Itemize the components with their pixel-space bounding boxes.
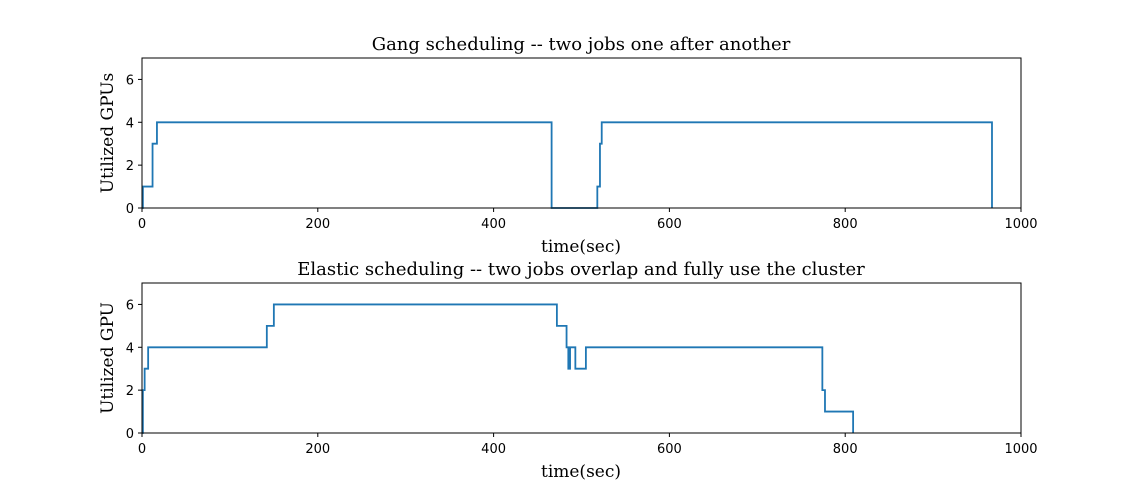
x-tick-label: 200: [305, 442, 330, 457]
x-axis-label: time(sec): [541, 462, 621, 482]
y-tick-label: 0: [126, 427, 134, 442]
x-tick-label: 200: [305, 217, 330, 232]
x-tick-label: 0: [138, 442, 146, 457]
x-tick-label: 800: [833, 442, 858, 457]
y-tick-label: 4: [126, 341, 134, 356]
y-tick-label: 2: [126, 159, 134, 174]
plot-area: 0 200 400 600 800 1000 0 2 4 6: [126, 57, 1038, 232]
plot-area: 0 200 400 600 800 1000 0 2 4 6: [126, 282, 1038, 457]
y-tick-label: 6: [126, 73, 134, 88]
x-tick-label: 0: [138, 217, 146, 232]
x-tick-label: 600: [657, 217, 682, 232]
x-tick-label: 1000: [1004, 217, 1037, 232]
series-line-0: [141, 303, 855, 434]
y-tick-label: 6: [126, 298, 134, 313]
x-axis-label: time(sec): [541, 237, 621, 257]
y-tick-label: 4: [126, 116, 134, 131]
plot-frame: [141, 57, 1022, 209]
chart-title: Elastic scheduling -- two jobs overlap a…: [297, 259, 865, 280]
x-tick-label: 400: [481, 217, 506, 232]
chart-elastic-scheduling: Elastic scheduling -- two jobs overlap a…: [98, 259, 1038, 482]
plot-frame: [141, 282, 1022, 434]
y-axis-label: Utilized GPU: [98, 302, 118, 414]
x-tick-label: 1000: [1004, 442, 1037, 457]
chart-title: Gang scheduling -- two jobs one after an…: [372, 34, 791, 55]
x-tick-label: 400: [481, 442, 506, 457]
y-tick-label: 0: [126, 202, 134, 217]
x-tick-label: 800: [833, 217, 858, 232]
y-tick-label: 2: [126, 384, 134, 399]
x-tick-label: 600: [657, 442, 682, 457]
y-axis-label: Utilized GPUs: [98, 73, 118, 194]
chart-gang-scheduling: Gang scheduling -- two jobs one after an…: [98, 34, 1038, 257]
